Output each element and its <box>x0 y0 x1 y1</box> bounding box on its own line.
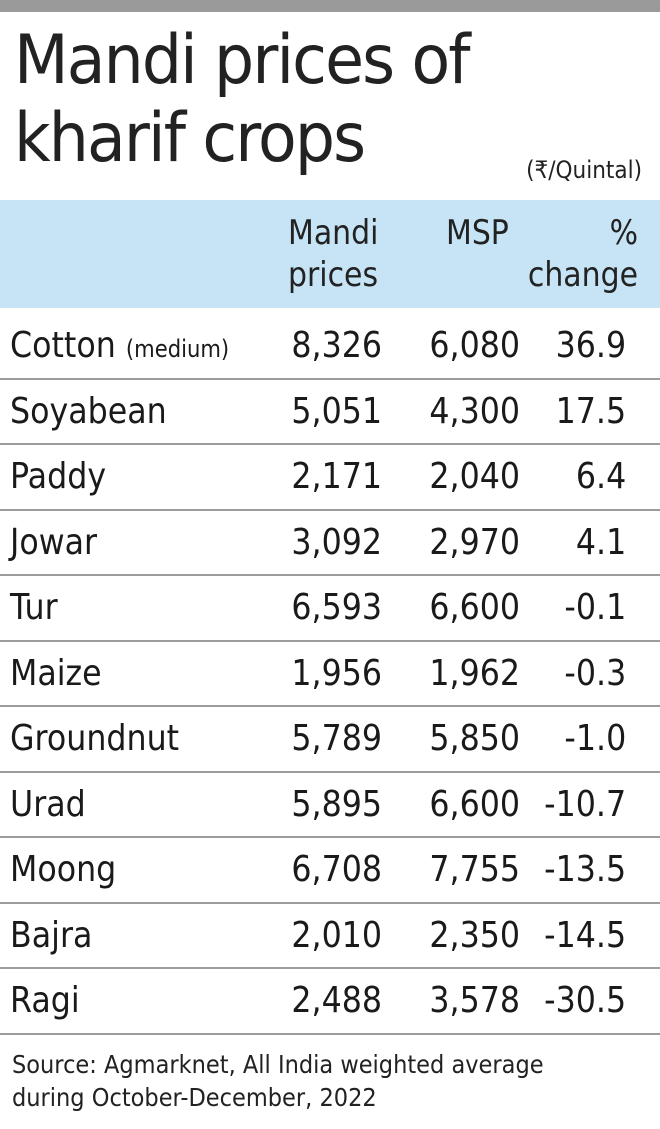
crop-name: Urad <box>10 783 86 825</box>
crop-name: Cotton (medium) <box>10 325 230 366</box>
percent-change-cell: -10.7 <box>544 783 626 825</box>
chart-title: Mandi prices of kharif crops <box>14 21 471 178</box>
crop-name: Soyabean <box>10 390 167 432</box>
mandi-price-cell: 5,895 <box>291 783 382 825</box>
mandi-price-cell: 2,171 <box>291 456 382 497</box>
table-row: Paddy 2,171 2,040 6.4 <box>0 445 660 511</box>
crop-name: Jowar <box>10 521 98 563</box>
crop-name: Ragi <box>10 980 80 1021</box>
crop-name: Tur <box>10 587 58 628</box>
percent-change-cell: -30.5 <box>544 980 626 1021</box>
crop-name: Moong <box>10 849 117 890</box>
mandi-price-cell: 8,326 <box>291 325 382 366</box>
mandi-price-cell: 2,488 <box>291 980 382 1021</box>
msp-cell: 2,040 <box>429 456 520 497</box>
table-row: Soyabean 5,051 4,300 17.5 <box>0 380 660 445</box>
percent-change-cell: 4.1 <box>575 521 626 563</box>
msp-cell: 2,970 <box>429 521 520 563</box>
crop-name: Bajra <box>10 914 93 956</box>
column-header-msp: MSP <box>446 213 509 253</box>
table-row: Maize 1,956 1,962 -0.3 <box>0 642 660 707</box>
table-row: Urad 5,895 6,600 -10.7 <box>0 773 660 838</box>
percent-change-cell: 36.9 <box>555 325 626 366</box>
top-bar <box>0 0 660 12</box>
mandi-price-cell: 2,010 <box>291 914 382 956</box>
msp-cell: 5,850 <box>429 718 520 759</box>
table-row: Tur 6,593 6,600 -0.1 <box>0 576 660 642</box>
msp-cell: 4,300 <box>429 390 520 432</box>
percent-change-cell: 6.4 <box>575 456 626 497</box>
table-row: Moong 6,708 7,755 -13.5 <box>0 838 660 904</box>
table-row: Bajra 2,010 2,350 -14.5 <box>0 904 660 969</box>
percent-change-cell: -0.3 <box>564 652 626 694</box>
table-body: Cotton (medium) 8,326 6,080 36.9 Soyabean 5,0… <box>0 314 660 1035</box>
crop-name: Paddy <box>10 456 107 497</box>
table-row: Jowar 3,092 2,970 4.1 <box>0 511 660 576</box>
percent-change-cell: 17.5 <box>555 390 626 432</box>
mandi-price-cell: 6,593 <box>291 587 382 628</box>
mandi-price-cell: 6,708 <box>291 849 382 890</box>
table-header-band <box>0 200 660 308</box>
percent-change-cell: -14.5 <box>544 914 626 956</box>
percent-change-cell: -0.1 <box>564 587 626 628</box>
crop-qualifier: (medium) <box>125 335 230 363</box>
crop-name: Maize <box>10 652 102 694</box>
column-header-percent-change: % change <box>527 213 638 295</box>
unit-label: (₹/Quintal) <box>526 156 642 184</box>
column-header-mandi-prices: Mandi prices <box>288 213 379 295</box>
msp-cell: 6,600 <box>429 587 520 628</box>
msp-cell: 7,755 <box>429 849 520 890</box>
table-row: Cotton (medium) 8,326 6,080 36.9 <box>0 314 660 380</box>
table-row: Ragi 2,488 3,578 -30.5 <box>0 969 660 1035</box>
mandi-price-cell: 5,051 <box>291 390 382 432</box>
crop-name: Groundnut <box>10 718 180 759</box>
mandi-price-cell: 5,789 <box>291 718 382 759</box>
msp-cell: 6,600 <box>429 783 520 825</box>
msp-cell: 2,350 <box>429 914 520 956</box>
mandi-price-cell: 1,956 <box>291 652 382 694</box>
percent-change-cell: -1.0 <box>564 718 626 759</box>
percent-change-cell: -13.5 <box>544 849 626 890</box>
msp-cell: 3,578 <box>429 980 520 1021</box>
msp-cell: 6,080 <box>429 325 520 366</box>
source-note: Source: Agmarknet, All India weighted av… <box>12 1050 544 1112</box>
mandi-price-cell: 3,092 <box>291 521 382 563</box>
table-row: Groundnut 5,789 5,850 -1.0 <box>0 707 660 773</box>
msp-cell: 1,962 <box>429 652 520 694</box>
